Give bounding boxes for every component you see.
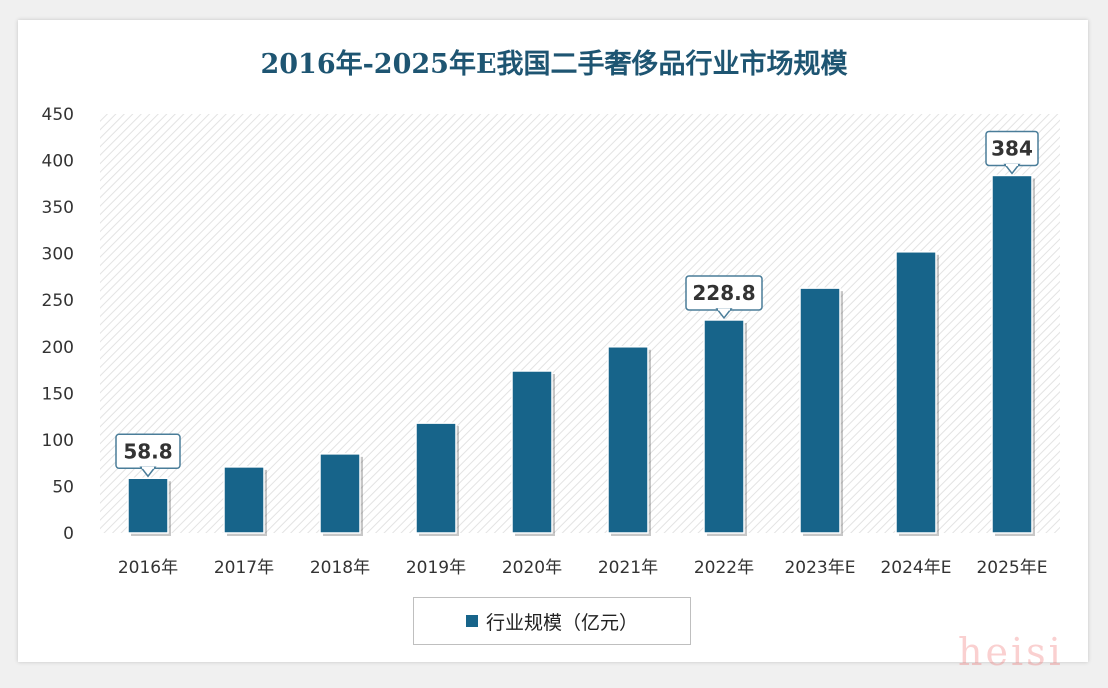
bar	[895, 251, 937, 534]
bar	[415, 422, 457, 534]
x-tick-label: 2020年	[502, 558, 562, 578]
legend-label: 行业规模（亿元）	[485, 611, 638, 634]
x-tick-label: 2024年E	[880, 558, 951, 578]
y-tick-label: 350	[42, 198, 74, 218]
bar	[991, 174, 1033, 534]
bar	[511, 370, 553, 534]
bar	[607, 346, 649, 534]
y-tick-label: 50	[52, 477, 74, 497]
legend: 行业规模（亿元）	[413, 597, 691, 645]
legend-swatch	[465, 615, 478, 627]
data-label: 228.8	[692, 281, 755, 305]
data-label: 384	[991, 136, 1033, 160]
x-tick-label: 2023年E	[784, 558, 855, 578]
data-label: 58.8	[123, 439, 172, 463]
x-tick-label: 2018年	[310, 558, 370, 578]
x-tick-label: 2016年	[118, 558, 178, 578]
chart-title: 2016年-2025年E我国二手奢侈品行业市场规模	[260, 49, 848, 80]
y-tick-label: 250	[42, 291, 74, 311]
watermark: heisi	[958, 630, 1064, 674]
y-tick-label: 450	[42, 105, 74, 125]
x-tick-label: 2025年E	[976, 558, 1047, 578]
y-tick-label: 400	[42, 152, 74, 172]
bar	[127, 477, 169, 534]
bar	[319, 453, 361, 534]
x-tick-label: 2017年	[214, 558, 274, 578]
x-tick-label: 2022年	[694, 558, 754, 578]
x-tick-label: 2019年	[406, 558, 466, 578]
x-tick-label: 2021年	[598, 558, 658, 578]
y-tick-label: 150	[42, 384, 74, 404]
y-tick-label: 200	[42, 338, 74, 358]
y-tick-label: 0	[63, 524, 74, 544]
bar	[799, 287, 841, 534]
y-tick-label: 100	[42, 431, 74, 451]
y-tick-label: 300	[42, 245, 74, 265]
bar	[703, 319, 745, 534]
bar	[223, 466, 265, 534]
